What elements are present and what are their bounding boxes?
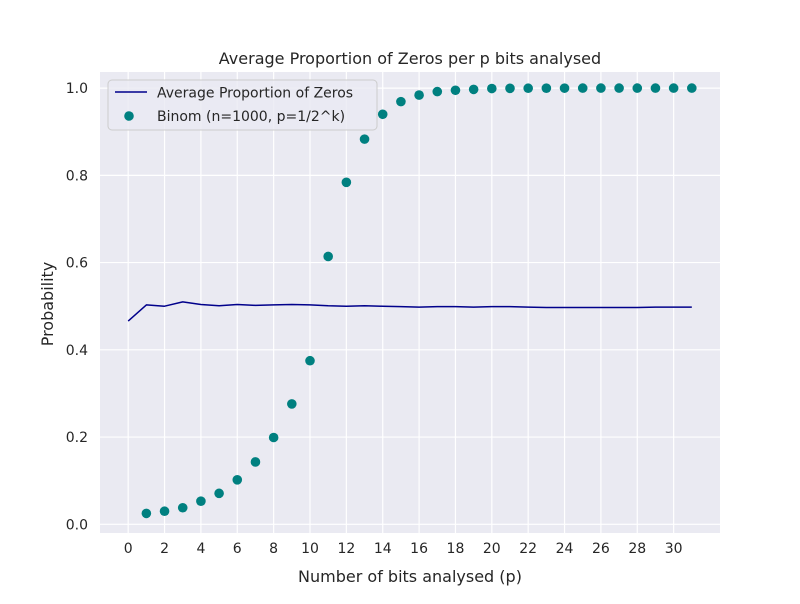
scatter-point-binom <box>432 86 443 97</box>
scatter-point-binom <box>596 83 606 93</box>
scatter-point-binom <box>232 475 243 485</box>
scatter-point-binom <box>177 502 188 513</box>
scatter-point-binom <box>650 83 661 93</box>
chart-title: Average Proportion of Zeros per p bits a… <box>219 49 601 68</box>
scatter-point-binom <box>577 83 588 93</box>
x-tick-label: 18 <box>447 541 465 557</box>
y-tick-label: 0.6 <box>66 256 88 272</box>
x-tick-label: 4 <box>196 541 205 557</box>
scatter-point-binom <box>159 506 170 517</box>
scatter-point-binom <box>250 457 261 467</box>
scatter-point-binom <box>614 83 624 93</box>
y-tick-label: 1.0 <box>66 81 88 97</box>
x-tick-label: 30 <box>665 541 683 557</box>
y-tick-label: 0.4 <box>66 343 88 359</box>
y-tick-label: 0.8 <box>66 168 88 184</box>
scatter-point-binom <box>196 496 206 506</box>
legend-box <box>107 79 378 131</box>
legend-scatter-swatch <box>124 111 134 121</box>
scatter-point-binom <box>305 355 315 366</box>
scatter-point-binom <box>414 90 424 100</box>
scatter-point-binom <box>523 83 533 94</box>
x-tick-label: 10 <box>301 541 319 557</box>
x-tick-label: 20 <box>483 541 501 557</box>
scatter-point-binom <box>541 83 552 93</box>
scatter-point-binom <box>323 251 333 262</box>
scatter-point-binom <box>396 96 406 107</box>
scatter-point-binom <box>559 83 570 93</box>
scatter-point-binom <box>377 109 388 120</box>
scatter-point-binom <box>487 83 497 94</box>
x-tick-label: 12 <box>337 541 355 557</box>
scatter-point-binom <box>468 84 479 95</box>
x-tick-label: 0 <box>124 541 133 557</box>
scatter-point-binom <box>359 134 370 144</box>
scatter-point-binom <box>687 83 697 93</box>
legend-label-scatter: Binom (n=1000, p=1/2^k) <box>157 109 345 125</box>
scatter-point-binom <box>287 399 297 409</box>
scatter-point-binom <box>341 177 352 188</box>
line-layer <box>127 301 692 322</box>
legend: Average Proportion of Zeros Binom (n=100… <box>107 79 378 131</box>
x-tick-label: 8 <box>269 541 278 557</box>
x-tick-label: 6 <box>233 541 242 557</box>
scatter-layer <box>141 83 697 519</box>
x-tick-label: 2 <box>160 541 169 557</box>
x-tick-label: 22 <box>519 541 537 557</box>
x-tick-label: 16 <box>410 541 428 557</box>
legend-label-line: Average Proportion of Zeros <box>157 86 353 102</box>
y-tick-label: 0.2 <box>66 430 88 446</box>
x-tick-label: 24 <box>556 541 574 557</box>
x-tick-label: 26 <box>592 541 610 557</box>
y-tick-label: 0.0 <box>66 517 88 533</box>
y-axis-label: Probability <box>38 262 57 347</box>
x-axis-label: Number of bits analysed (p) <box>298 567 522 586</box>
plot-area <box>100 72 720 533</box>
scatter-point-binom <box>214 488 224 499</box>
scatter-point-binom <box>450 85 461 96</box>
x-tick-label: 28 <box>628 541 646 557</box>
series-line-average-proportion-of-zeros <box>127 301 692 322</box>
scatter-point-binom <box>141 508 152 519</box>
scatter-point-binom <box>505 83 515 94</box>
y-tick-labels: 0.0 0.2 0.4 0.6 0.8 1.0 <box>66 81 88 533</box>
x-tick-label: 14 <box>374 541 392 557</box>
scatter-point-binom <box>632 83 643 93</box>
x-tick-labels: 0 2 4 6 8 10 12 14 16 18 20 22 24 26 28 30 <box>124 541 683 557</box>
scatter-point-binom <box>268 432 279 443</box>
scatter-point-binom <box>668 83 679 93</box>
